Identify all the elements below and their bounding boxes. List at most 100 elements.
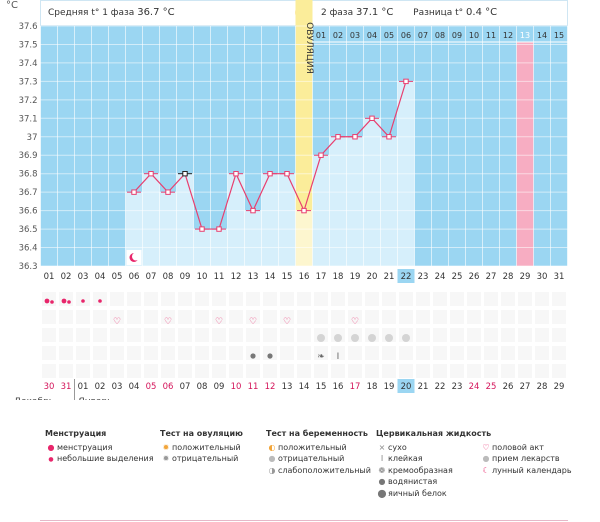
symbol-cell bbox=[314, 346, 328, 360]
pill-mark bbox=[317, 334, 325, 342]
symbol-cell bbox=[348, 292, 362, 306]
symbol-cell bbox=[280, 364, 294, 378]
date-label: 30 bbox=[44, 382, 55, 392]
symbol-cell bbox=[229, 310, 243, 324]
symbol-cell bbox=[127, 292, 141, 306]
symbol-cell bbox=[433, 364, 447, 378]
legend-menstruation-item: менструация bbox=[57, 442, 113, 452]
symbol-cell bbox=[212, 364, 226, 378]
temperature-point bbox=[267, 170, 273, 177]
symbol-cell bbox=[433, 310, 447, 324]
temperature-point bbox=[148, 170, 154, 177]
symbol-cell bbox=[348, 310, 362, 324]
symbol-cell bbox=[59, 346, 73, 360]
symbol-cell bbox=[433, 292, 447, 306]
pill-mark bbox=[351, 334, 359, 342]
test-positive-icon: ◐ bbox=[268, 442, 276, 452]
symbol-cell bbox=[263, 364, 277, 378]
phase2-day-label: 14 bbox=[537, 31, 547, 40]
symbol-cell bbox=[127, 364, 141, 378]
symbol-cell bbox=[161, 346, 175, 360]
symbol-cell bbox=[76, 292, 90, 306]
symbol-cell bbox=[144, 364, 158, 378]
legend-pregnancy-item: положительный bbox=[278, 442, 347, 452]
symbol-cell bbox=[246, 310, 260, 324]
day-label: 24 bbox=[435, 272, 446, 282]
drop-mark bbox=[44, 298, 50, 304]
symbol-cell bbox=[416, 346, 430, 360]
symbol-cell bbox=[93, 310, 107, 324]
symbol-cell bbox=[195, 346, 209, 360]
temp-column bbox=[176, 173, 194, 266]
day-label: 23 bbox=[418, 272, 429, 282]
symbol-cell bbox=[467, 328, 481, 342]
symbol-cell bbox=[416, 364, 430, 378]
sun-negative-icon: ✹ bbox=[162, 454, 170, 463]
symbol-cell bbox=[314, 292, 328, 306]
y-tick-label: 36.6 bbox=[19, 207, 38, 217]
date-label: 23 bbox=[452, 382, 463, 392]
date-label: 16 bbox=[333, 382, 344, 392]
y-tick-label: 36.7 bbox=[19, 188, 38, 198]
heart-mark: ♡ bbox=[113, 317, 121, 327]
symbol-cell bbox=[433, 346, 447, 360]
symbol-cell bbox=[59, 328, 73, 342]
symbol-cell bbox=[195, 292, 209, 306]
day-label: 10 bbox=[197, 272, 208, 282]
temp-column bbox=[278, 173, 296, 266]
date-label: 14 bbox=[299, 382, 310, 392]
day-label: 12 bbox=[231, 272, 242, 282]
symbol-cell bbox=[42, 292, 56, 306]
day-label: 27 bbox=[486, 272, 497, 282]
y-tick-label: 36.3 bbox=[19, 262, 38, 272]
symbol-cell bbox=[331, 346, 345, 360]
temp-column bbox=[261, 173, 279, 266]
symbol-cell bbox=[382, 346, 396, 360]
symbol-cell bbox=[76, 346, 90, 360]
legend-pregnancy-item: слабоположительный bbox=[278, 465, 371, 475]
highlight-column bbox=[516, 42, 534, 266]
symbol-cell bbox=[229, 328, 243, 342]
symbol-cell bbox=[59, 292, 73, 306]
symbol-cell bbox=[178, 346, 192, 360]
symbol-cell bbox=[110, 292, 124, 306]
creamy-mark: ❧ bbox=[317, 352, 325, 362]
legend-ovulation-title: Тест на овуляцию bbox=[160, 429, 243, 438]
drop-mark bbox=[67, 300, 71, 304]
symbol-cell bbox=[144, 346, 158, 360]
phase2-summary: 2 фаза 37.1 °C Разница t° 0.4 °C bbox=[321, 7, 497, 18]
symbol-cell bbox=[280, 310, 294, 324]
symbol-cell bbox=[467, 346, 481, 360]
day-label: 11 bbox=[214, 272, 225, 282]
day-label: 14 bbox=[265, 272, 276, 282]
test-negative-icon: ● bbox=[268, 454, 276, 463]
symbol-cell bbox=[331, 292, 345, 306]
phase1-value: 36.7 °C bbox=[137, 7, 175, 18]
date-label: 27 bbox=[520, 382, 531, 392]
phase2-day-label: 11 bbox=[486, 31, 496, 40]
temp-column bbox=[244, 210, 262, 266]
temperature-point bbox=[301, 207, 307, 214]
day-label: 20 bbox=[367, 272, 378, 282]
heart-mark: ♡ bbox=[351, 317, 359, 327]
pill-icon: ● bbox=[482, 454, 490, 463]
symbol-cell bbox=[93, 346, 107, 360]
date-label: 20 bbox=[401, 382, 412, 392]
temperature-point bbox=[318, 152, 324, 158]
symbol-cell bbox=[382, 364, 396, 378]
symbol-cell bbox=[42, 328, 56, 342]
y-tick-label: 36.9 bbox=[19, 151, 38, 161]
moon-icon: ☾ bbox=[482, 465, 490, 475]
symbol-cell bbox=[178, 328, 192, 342]
day-label: 06 bbox=[129, 272, 140, 282]
symbol-cell bbox=[552, 364, 566, 378]
phase2-day-label: 02 bbox=[333, 31, 343, 40]
date-label: 04 bbox=[129, 382, 140, 392]
symbol-cell bbox=[110, 346, 124, 360]
small-drop-icon: ● bbox=[48, 456, 54, 463]
symbol-cell bbox=[450, 364, 464, 378]
symbol-cell bbox=[331, 364, 345, 378]
temp-column bbox=[142, 173, 160, 266]
temperature-point bbox=[284, 170, 290, 177]
symbol-cell bbox=[535, 310, 549, 324]
